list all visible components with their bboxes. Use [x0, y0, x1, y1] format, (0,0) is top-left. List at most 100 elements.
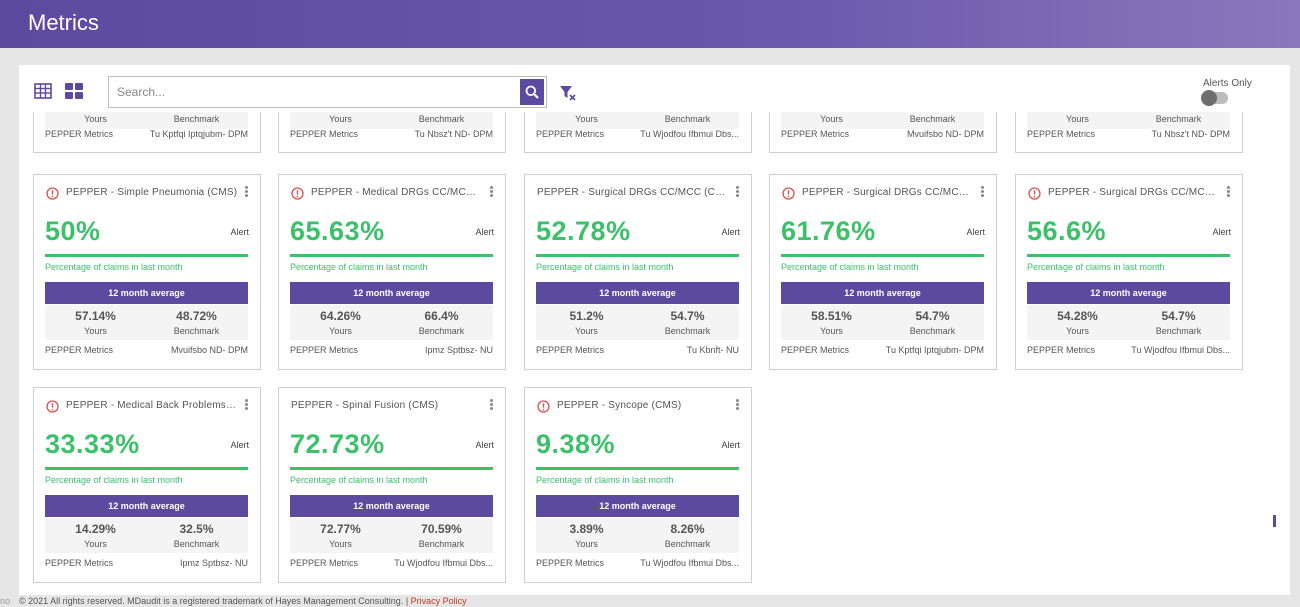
- metric-card[interactable]: Yours Benchmark PEPPER Metrics Tu Nbsz't ND…: [278, 112, 506, 153]
- card-source: PEPPER Metrics: [536, 345, 605, 355]
- table-view-icon[interactable]: [34, 83, 52, 99]
- yours-stat: 3.89% Yours: [536, 518, 637, 549]
- card-entity: Ipmz Sptbsz- NU: [179, 558, 248, 568]
- status-label: Alert: [721, 440, 740, 450]
- yours-label: Yours: [329, 114, 352, 124]
- search-button[interactable]: [520, 79, 544, 105]
- top-bar: Metrics: [0, 0, 1300, 48]
- kebab-menu-icon[interactable]: [736, 186, 740, 198]
- scrollbar-thumb[interactable]: [1273, 515, 1276, 527]
- alerts-only-toggle[interactable]: [1201, 90, 1228, 106]
- metric-card[interactable]: Yours Benchmark PEPPER Metrics Tu Wjodfou I…: [524, 112, 752, 153]
- card-entity: Tu Wjodfou Ifbmui Dbs...: [394, 558, 493, 568]
- benchmark-stat: 48.72% Benchmark: [146, 305, 247, 336]
- card-title: PEPPER - Spinal Fusion (CMS): [291, 400, 439, 411]
- privacy-policy-link[interactable]: Privacy Policy: [410, 596, 467, 606]
- card-view-icon[interactable]: [65, 83, 83, 99]
- card-source: PEPPER Metrics: [1027, 345, 1096, 355]
- benchmark-value: 54.7%: [670, 309, 705, 323]
- benchmark-label: Benchmark: [1155, 114, 1202, 124]
- benchmark-value: 70.59%: [421, 522, 462, 536]
- card-entity: Tu Kbnft- NU: [686, 345, 739, 355]
- metric-value: 72.73%: [290, 429, 385, 459]
- card-source: PEPPER Metrics: [45, 345, 114, 355]
- yours-value: 14.29%: [75, 522, 116, 536]
- metric-subtitle: Percentage of claims in last month: [536, 475, 674, 485]
- alerts-only-label: Alerts Only: [1203, 78, 1252, 89]
- yours-label: Yours: [820, 114, 843, 124]
- alert-icon: [46, 400, 59, 413]
- metric-card[interactable]: PEPPER - Spinal Fusion (CMS) 72.73% Alert P…: [278, 387, 506, 583]
- benchmark-stat: 54.7% Benchmark: [1128, 305, 1229, 336]
- kebab-menu-icon[interactable]: [1227, 186, 1231, 198]
- stats-row: 72.77% Yours 70.59% Benchmark: [290, 518, 493, 553]
- page-footer: no © 2021 All rights reserved. MDaudit i…: [0, 596, 1300, 607]
- metric-card[interactable]: PEPPER - Surgical DRGs CC/MCC (CMS) 56.6%…: [1015, 174, 1243, 370]
- metric-subtitle: Percentage of claims in last month: [45, 262, 183, 272]
- yours-label: Yours: [575, 326, 598, 336]
- search-input[interactable]: [109, 77, 519, 107]
- kebab-menu-icon[interactable]: [490, 186, 494, 198]
- card-entity: Tu Nbsz't ND- DPM: [414, 129, 493, 139]
- stats-row: Yours Benchmark: [290, 112, 493, 129]
- metric-underline: [45, 467, 248, 470]
- card-source: PEPPER Metrics: [1027, 129, 1096, 139]
- card-source: PEPPER Metrics: [781, 345, 850, 355]
- kebab-menu-icon[interactable]: [245, 186, 249, 198]
- metric-card[interactable]: Yours Benchmark PEPPER Metrics Tu Nbsz't ND…: [1015, 112, 1243, 153]
- metric-card[interactable]: PEPPER - Simple Pneumonia (CMS) 50% Alert P…: [33, 174, 261, 370]
- metric-card[interactable]: PEPPER - Surgical DRGs CC/MCC (CMS) 52.78…: [524, 174, 752, 370]
- metric-underline: [290, 254, 493, 257]
- benchmark-label: Benchmark: [1155, 326, 1202, 336]
- average-header: 12 month average: [536, 282, 739, 304]
- metric-card[interactable]: PEPPER - Medical DRGs CC/MCC (CMS) 65.63%…: [278, 174, 506, 370]
- card-entity: Ipmz Sptbsz- NU: [424, 345, 493, 355]
- yours-stat: 54.28% Yours: [1027, 305, 1128, 336]
- metric-underline: [290, 467, 493, 470]
- kebab-menu-icon[interactable]: [490, 399, 494, 411]
- copyright-text: © 2021 All rights reserved. MDaudit is a…: [19, 596, 409, 606]
- yours-label: Yours: [820, 326, 843, 336]
- alert-icon: [291, 187, 304, 200]
- metric-value: 65.63%: [290, 216, 385, 246]
- average-header: 12 month average: [536, 495, 739, 517]
- clear-filter-icon[interactable]: [559, 84, 577, 102]
- card-source: PEPPER Metrics: [536, 558, 605, 568]
- card-source: PEPPER Metrics: [45, 558, 114, 568]
- benchmark-label: Benchmark: [173, 326, 220, 336]
- metric-subtitle: Percentage of claims in last month: [1027, 262, 1165, 272]
- yours-value: 64.26%: [320, 309, 361, 323]
- card-entity: Tu Wjodfou Ifbmui Dbs...: [640, 129, 739, 139]
- benchmark-label: Benchmark: [418, 114, 465, 124]
- card-title: PEPPER - Surgical DRGs CC/MCC (CMS): [537, 187, 727, 198]
- yours-value: 58.51%: [811, 309, 852, 323]
- yours-stat: 14.29% Yours: [45, 518, 146, 549]
- stats-row: 54.28% Yours 54.7% Benchmark: [1027, 305, 1230, 340]
- stats-row: Yours Benchmark: [781, 112, 984, 129]
- metric-underline: [536, 467, 739, 470]
- search-box: [108, 76, 547, 108]
- average-header: 12 month average: [781, 282, 984, 304]
- average-header: 12 month average: [290, 495, 493, 517]
- card-entity: Tu Kptfqi Iptqjubm- DPM: [149, 129, 248, 139]
- metric-card[interactable]: PEPPER - Medical Back Problems (CMS) 33.3…: [33, 387, 261, 583]
- benchmark-label: Benchmark: [173, 114, 220, 124]
- metric-card[interactable]: Yours Benchmark PEPPER Metrics Tu Kptfqi Ip…: [33, 112, 261, 153]
- average-header: 12 month average: [45, 282, 248, 304]
- status-label: Alert: [475, 227, 494, 237]
- benchmark-value: 54.7%: [915, 309, 950, 323]
- footer-text: © 2021 All rights reserved. MDaudit is a…: [19, 596, 467, 606]
- metric-value: 56.6%: [1027, 216, 1107, 246]
- kebab-menu-icon[interactable]: [245, 399, 249, 411]
- metric-card[interactable]: PEPPER - Syncope (CMS) 9.38% Alert Percenta…: [524, 387, 752, 583]
- stats-row: Yours Benchmark: [1027, 112, 1230, 129]
- card-title: PEPPER - Surgical DRGs CC/MCC (CMS): [802, 187, 974, 198]
- kebab-menu-icon[interactable]: [981, 186, 985, 198]
- metric-card[interactable]: PEPPER - Surgical DRGs CC/MCC (CMS) 61.76…: [769, 174, 997, 370]
- yours-label: Yours: [329, 539, 352, 549]
- metric-value: 61.76%: [781, 216, 876, 246]
- card-entity: Mvuifsbo ND- DPM: [906, 129, 984, 139]
- metric-value: 9.38%: [536, 429, 616, 459]
- metric-card[interactable]: Yours Benchmark PEPPER Metrics Mvuifsbo ND-…: [769, 112, 997, 153]
- kebab-menu-icon[interactable]: [736, 399, 740, 411]
